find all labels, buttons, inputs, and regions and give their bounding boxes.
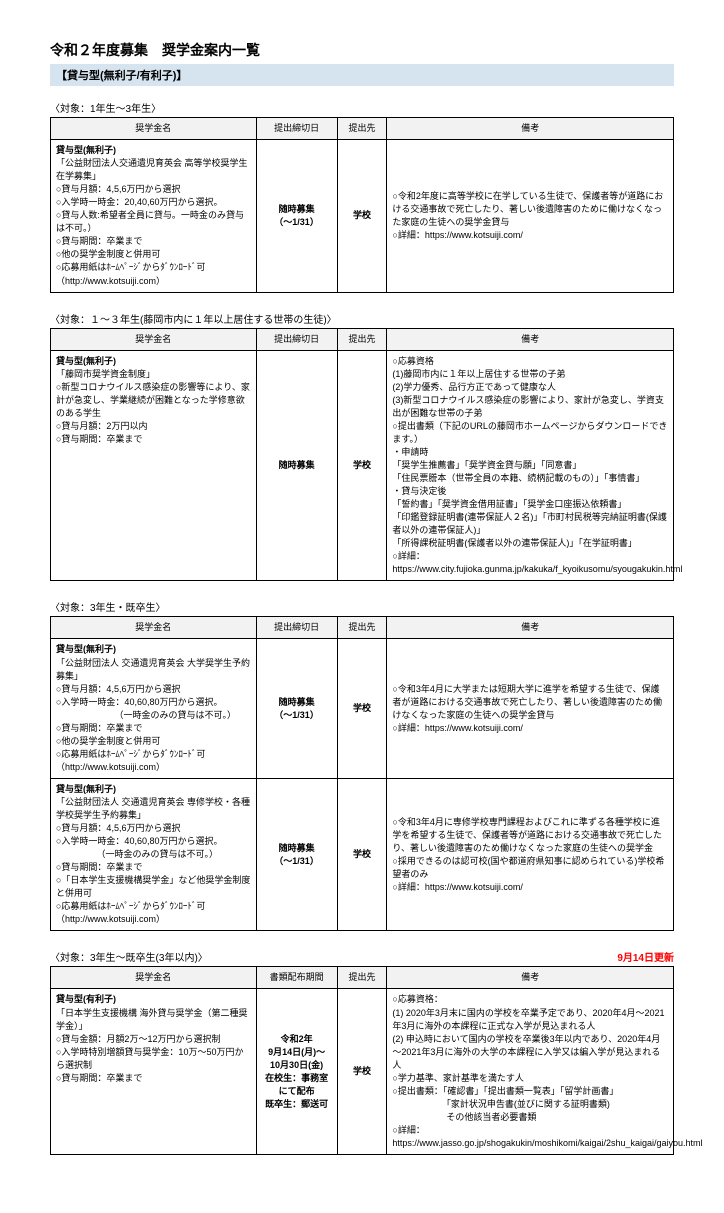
deadline-cell: 随時募集（～1/31） — [256, 778, 337, 931]
table-row: 貸与型(無利子)「公益財団法人 交通遺児育英会 専修学校・各種学校奨学生予約募集… — [51, 778, 674, 931]
deadline-cell: 令和2年9月14日(月)～10月30日(金)在校生：事務室にて配布既卒生：郵送可 — [256, 989, 337, 1155]
scholarship-table: 奨学金名提出締切日提出先備考貸与型(無利子)「藤岡市奨学資金制度」○新型コロナウ… — [50, 328, 674, 582]
remarks-cell: ○応募資格：(1) 2020年3月末に国内の学校を卒業予定であり、2020年4月… — [387, 989, 674, 1155]
deadline-cell: 随時募集 — [256, 350, 337, 581]
table-row: 貸与型(無利子)「藤岡市奨学資金制度」○新型コロナウイルス感染症の影響等により、… — [51, 350, 674, 581]
col-header: 提出先 — [337, 328, 387, 350]
table-row: 貸与型(無利子)「公益財団法人 交通遺児育英会 大学奨学生予約募集」○貸与月額：… — [51, 639, 674, 778]
caption-text: 〈対象：１～３年生(藤岡市内に１年以上居住する世帯の生徒)〉 — [50, 315, 337, 326]
subtitle: 【貸与型(無利子/有利子)】 — [50, 64, 674, 86]
remarks-cell: ○応募資格(1)藤岡市内に１年以上居住する世帯の子弟(2)学力優秀、品行方正であ… — [387, 350, 674, 581]
scholarship-name-cell: 貸与型(無利子)「公益財団法人交通遺児育英会 高等学校奨学生在学募集」○貸与月額… — [51, 140, 257, 293]
scholarship-name-cell: 貸与型(無利子)「公益財団法人 交通遺児育英会 大学奨学生予約募集」○貸与月額：… — [51, 639, 257, 778]
loan-type-label: 貸与型(無利子) — [56, 784, 116, 794]
section-caption: 〈対象：１～３年生(藤岡市内に１年以上居住する世帯の生徒)〉 — [50, 311, 674, 326]
col-header: 提出先 — [337, 617, 387, 639]
section-caption: 〈対象：3年生～既卒生(3年以内)〉 9月14日更新 — [50, 949, 674, 964]
scholarship-name-cell: 貸与型(無利子)「藤岡市奨学資金制度」○新型コロナウイルス感染症の影響等により、… — [51, 350, 257, 581]
col-header: 備考 — [387, 328, 674, 350]
remarks-cell: ○令和3年4月に大学または短期大学に進学を希望する生徒で、保護者が道路における交… — [387, 639, 674, 778]
remarks-cell: ○令和3年4月に専修学校専門課程およびこれに準ずる各種学校に進学を希望する生徒で… — [387, 778, 674, 931]
col-header: 提出締切日 — [256, 328, 337, 350]
deadline-cell: 随時募集（～1/31） — [256, 140, 337, 293]
table-row: 貸与型(有利子)「日本学生支援機構 海外貸与奨学金（第二種奨学金）」○貸与金額：… — [51, 989, 674, 1155]
caption-text: 〈対象：3年生～既卒生(3年以内)〉 — [50, 949, 208, 964]
col-header: 備考 — [387, 617, 674, 639]
table-row: 貸与型(無利子)「公益財団法人交通遺児育英会 高等学校奨学生在学募集」○貸与月額… — [51, 140, 674, 293]
scholarship-table: 奨学金名提出締切日提出先備考貸与型(無利子)「公益財団法人交通遺児育英会 高等学… — [50, 117, 674, 293]
submit-to-cell: 学校 — [337, 778, 387, 931]
submit-to-cell: 学校 — [337, 140, 387, 293]
col-header: 奨学金名 — [51, 617, 257, 639]
remarks-cell: ○令和2年度に高等学校に在学している生徒で、保護者等が道路における交通事故で死亡… — [387, 140, 674, 293]
col-header: 提出先 — [337, 118, 387, 140]
loan-type-label: 貸与型(無利子) — [56, 145, 116, 155]
section-caption: 〈対象：3年生・既卒生〉 — [50, 599, 674, 614]
loan-type-label: 貸与型(無利子) — [56, 356, 116, 366]
col-header: 備考 — [387, 118, 674, 140]
col-header: 備考 — [387, 967, 674, 989]
caption-text: 〈対象：3年生・既卒生〉 — [50, 603, 166, 614]
col-header: 奨学金名 — [51, 967, 257, 989]
update-label: 9月14日更新 — [617, 949, 674, 964]
col-header: 提出締切日 — [256, 118, 337, 140]
page-title: 令和２年度募集 奨学金案内一覧 — [50, 40, 674, 60]
scholarship-table: 奨学金名提出締切日提出先備考貸与型(無利子)「公益財団法人 交通遺児育英会 大学… — [50, 616, 674, 931]
scholarship-name-cell: 貸与型(有利子)「日本学生支援機構 海外貸与奨学金（第二種奨学金）」○貸与金額：… — [51, 989, 257, 1155]
col-header: 書類配布期間 — [256, 967, 337, 989]
caption-text: 〈対象：1年生～3年生〉 — [50, 104, 161, 115]
col-header: 奨学金名 — [51, 328, 257, 350]
scholarship-table: 奨学金名書類配布期間提出先備考貸与型(有利子)「日本学生支援機構 海外貸与奨学金… — [50, 966, 674, 1155]
submit-to-cell: 学校 — [337, 350, 387, 581]
loan-type-label: 貸与型(有利子) — [56, 994, 116, 1004]
section-caption: 〈対象：1年生～3年生〉 — [50, 100, 674, 115]
col-header: 奨学金名 — [51, 118, 257, 140]
deadline-cell: 随時募集（～1/31） — [256, 639, 337, 778]
col-header: 提出先 — [337, 967, 387, 989]
col-header: 提出締切日 — [256, 617, 337, 639]
submit-to-cell: 学校 — [337, 989, 387, 1155]
scholarship-name-cell: 貸与型(無利子)「公益財団法人 交通遺児育英会 専修学校・各種学校奨学生予約募集… — [51, 778, 257, 931]
submit-to-cell: 学校 — [337, 639, 387, 778]
loan-type-label: 貸与型(無利子) — [56, 644, 116, 654]
